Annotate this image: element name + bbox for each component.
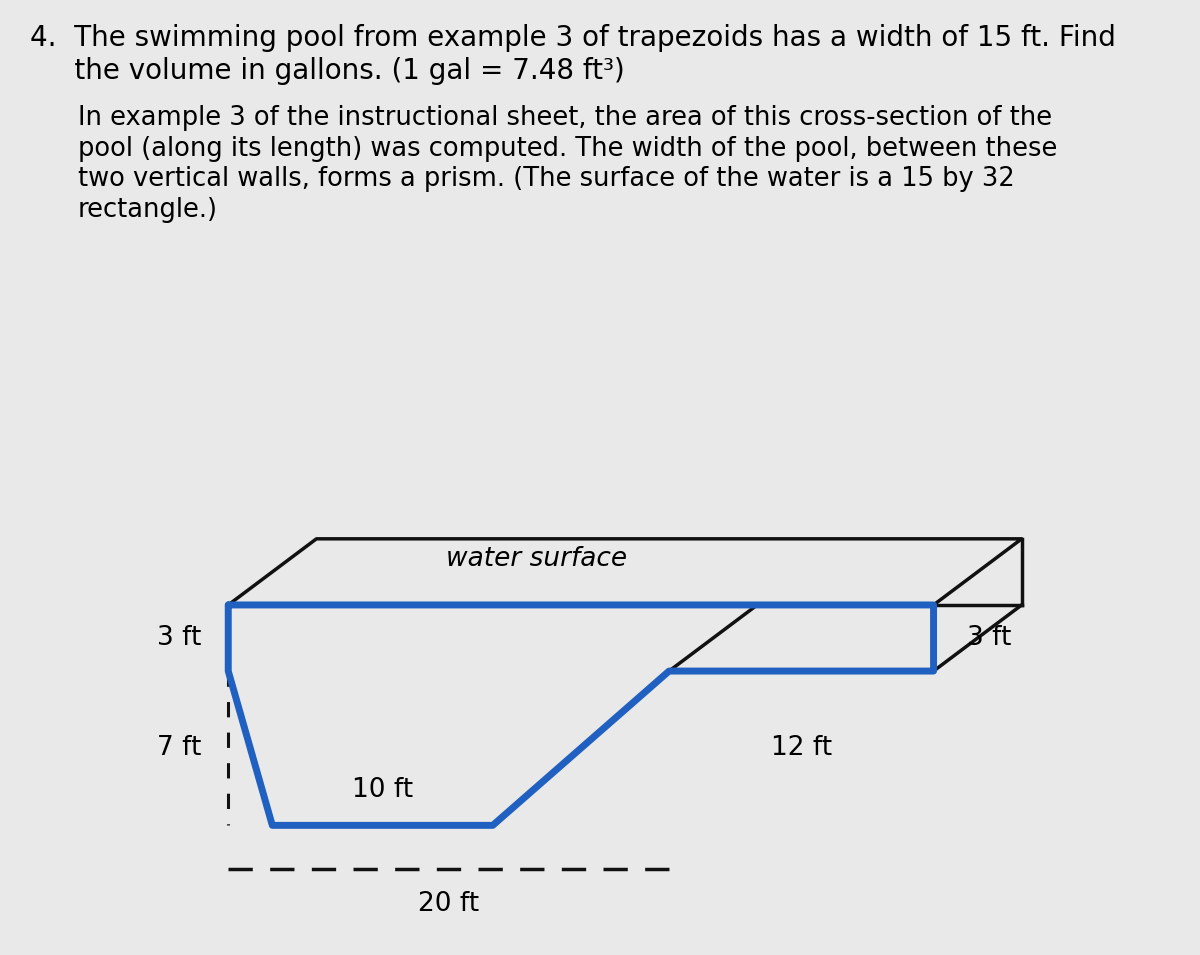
Text: 10 ft: 10 ft	[352, 777, 413, 803]
Text: the volume in gallons. (1 gal = 7.48 ft³): the volume in gallons. (1 gal = 7.48 ft³…	[30, 57, 625, 85]
Text: 3 ft: 3 ft	[157, 625, 202, 651]
Text: 20 ft: 20 ft	[418, 891, 479, 918]
Text: pool (along its length) was computed. The width of the pool, between these: pool (along its length) was computed. Th…	[78, 136, 1057, 161]
Text: water surface: water surface	[446, 546, 628, 572]
Text: rectangle.): rectangle.)	[78, 197, 218, 223]
Text: 3 ft: 3 ft	[967, 625, 1010, 651]
Text: 4.  The swimming pool from example 3 of trapezoids has a width of 15 ft. Find: 4. The swimming pool from example 3 of t…	[30, 24, 1116, 52]
Text: In example 3 of the instructional sheet, the area of this cross-section of the: In example 3 of the instructional sheet,…	[78, 105, 1052, 131]
Text: 7 ft: 7 ft	[157, 735, 202, 761]
Text: 12 ft: 12 ft	[770, 735, 832, 761]
Text: two vertical walls, forms a prism. (The surface of the water is a 15 by 32: two vertical walls, forms a prism. (The …	[78, 166, 1015, 192]
